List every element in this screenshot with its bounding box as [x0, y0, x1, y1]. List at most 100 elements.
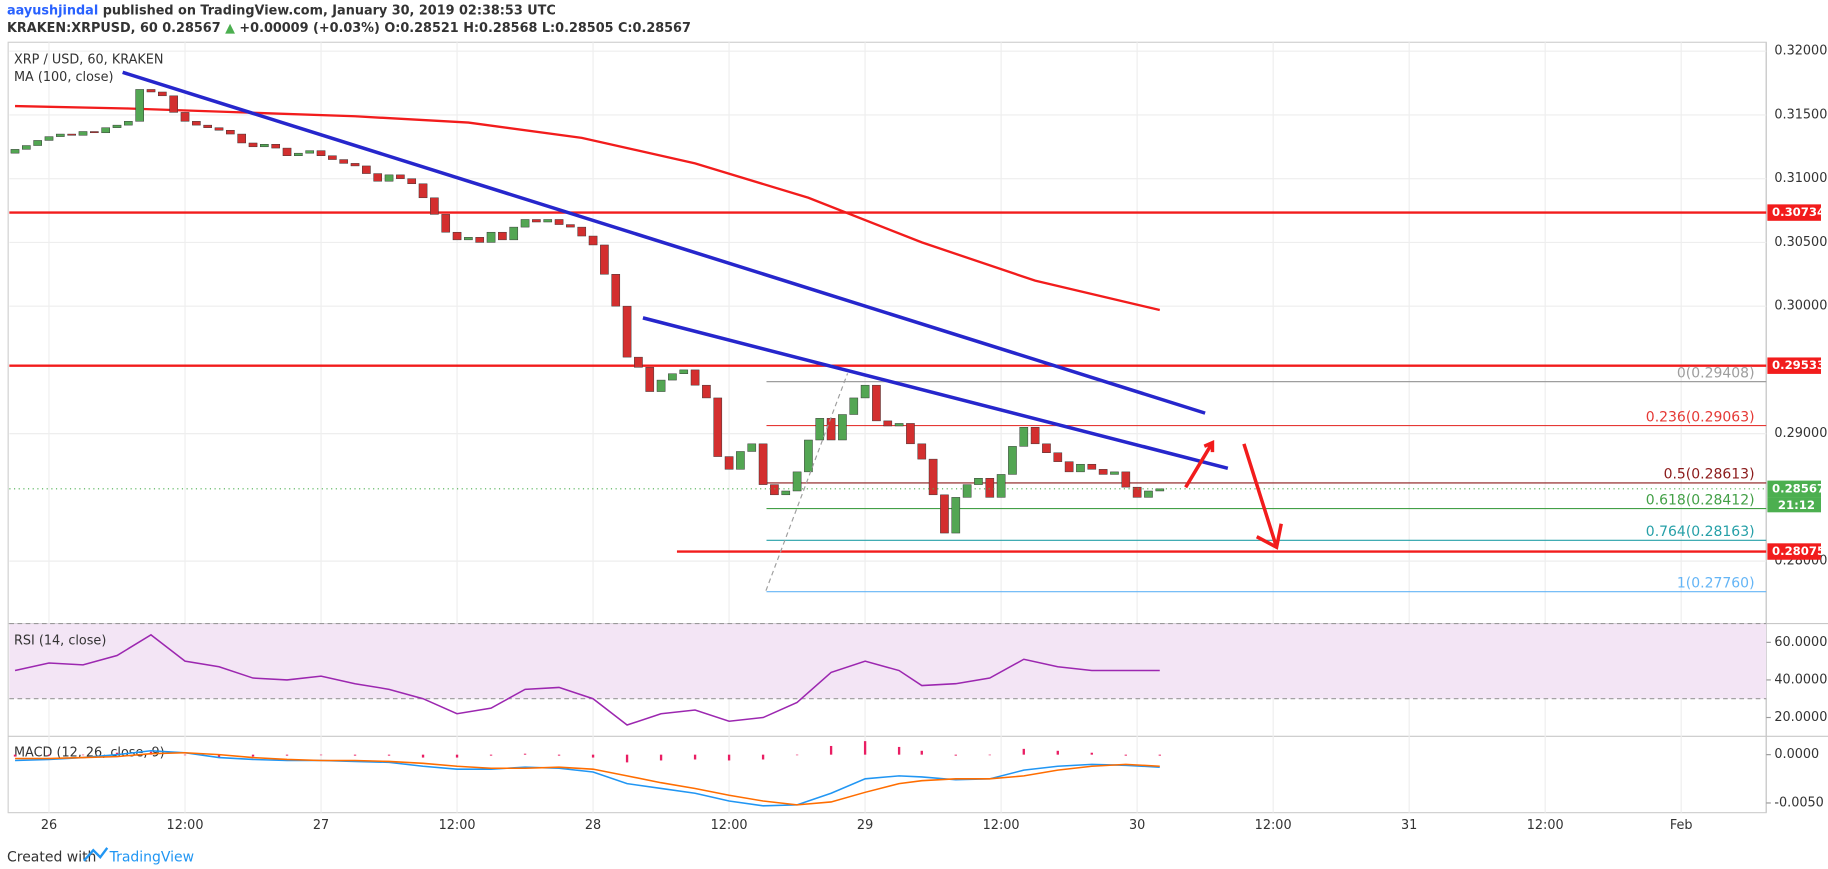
author[interactable]: aayushjindal — [7, 3, 98, 18]
annotation-arrow-up — [1184, 440, 1215, 489]
candle — [838, 414, 847, 441]
histogram-bar — [920, 750, 923, 755]
candle — [10, 149, 20, 154]
candle — [996, 474, 1006, 498]
candle — [588, 235, 598, 246]
candle — [328, 155, 337, 160]
y-tick-label: -0.0050 — [1774, 795, 1823, 810]
open: O:0.28521 — [384, 21, 458, 36]
change-arrow: ▲ — [225, 21, 235, 36]
candle — [112, 124, 122, 128]
candle — [78, 131, 88, 136]
candle — [237, 133, 247, 144]
histogram-bar — [1056, 750, 1059, 755]
x-tick-label: 28 — [585, 818, 601, 833]
plot-layer: 26 12:00 27 12:00 28 12:00 29 12:00 30 12:00 31 12:… — [9, 42, 1827, 833]
candle — [894, 423, 904, 427]
x-tick-label: 12:00 — [711, 818, 748, 833]
published: published on TradingView.com, January 30… — [103, 3, 556, 18]
candle — [826, 418, 836, 441]
histogram-bar — [829, 745, 833, 755]
candle — [690, 369, 700, 386]
price-label: 0.29533 — [1772, 358, 1825, 372]
histogram-bar — [319, 754, 323, 756]
legend-entry: MA (100, close) — [14, 70, 113, 85]
footer-brand[interactable]: TradingView — [109, 849, 194, 865]
trendline — [642, 316, 1229, 471]
candle — [917, 443, 927, 460]
moving-average — [15, 104, 1161, 312]
candle — [702, 384, 711, 399]
histogram-bar — [455, 754, 459, 758]
histogram-bar — [625, 754, 629, 763]
price-label-box — [1767, 204, 1822, 221]
candle — [656, 379, 666, 392]
price-label-box — [1767, 543, 1822, 560]
x-tick-label: 29 — [857, 818, 873, 833]
candle — [792, 471, 802, 492]
candle — [1030, 427, 1040, 445]
panel-title: XRP / USD, 60, KRAKEN — [14, 52, 163, 67]
histogram-bar — [988, 754, 991, 756]
x-tick-label: Feb — [1670, 818, 1693, 833]
candle — [271, 144, 281, 149]
candle — [248, 142, 258, 148]
candle — [1087, 463, 1097, 470]
candle — [543, 219, 553, 223]
candle — [407, 178, 417, 185]
candle — [1076, 463, 1085, 473]
y-tick-label: 0.29000 — [1774, 426, 1827, 441]
candle — [634, 356, 643, 368]
candle — [509, 226, 519, 241]
countdown-label: 21:12 — [1778, 498, 1815, 512]
y-tick-label: 0.0000 — [1774, 747, 1819, 762]
y-tick-label: 0.30500 — [1774, 235, 1827, 250]
fib-label: 0.5(0.28613) — [1664, 467, 1755, 483]
candle — [486, 231, 496, 243]
candle — [1019, 427, 1029, 447]
candle — [350, 163, 360, 167]
candle — [192, 121, 201, 126]
candle — [373, 173, 383, 182]
y-tick-label: 0.30000 — [1774, 299, 1827, 314]
candle — [441, 214, 451, 233]
x-tick-label: 27 — [313, 818, 329, 833]
candle — [1144, 490, 1153, 498]
histogram-bar — [285, 754, 289, 756]
candle — [33, 140, 42, 146]
candle — [928, 458, 938, 496]
close: C:0.28567 — [618, 21, 691, 36]
x-tick-label: 30 — [1129, 818, 1145, 833]
y-tick-label: 0.32000 — [1774, 44, 1827, 59]
last-price-box — [1767, 480, 1822, 498]
candle — [532, 219, 541, 223]
candle — [214, 127, 224, 131]
rsi-line — [14, 633, 1160, 726]
x-tick-label: 31 — [1401, 818, 1417, 833]
candle — [906, 423, 915, 445]
candle — [951, 497, 961, 534]
candle — [1132, 486, 1142, 498]
candle — [554, 219, 564, 225]
fib-label: 0.618(0.28412) — [1646, 492, 1755, 508]
candle — [872, 384, 881, 422]
candle — [475, 237, 485, 243]
histogram-bar — [387, 754, 391, 756]
candle — [203, 124, 212, 128]
last-price-label: 0.28567 — [1772, 481, 1825, 495]
candle — [384, 174, 394, 182]
candle — [679, 369, 689, 374]
histogram-bar — [1158, 754, 1161, 756]
y-tick-label: 0.31000 — [1774, 171, 1827, 186]
candle — [758, 443, 768, 485]
histogram-bar — [353, 754, 357, 756]
candle — [418, 183, 428, 199]
candle — [962, 484, 972, 498]
fib-label: 0.764(0.28163) — [1646, 524, 1755, 540]
symbol: KRAKEN:XRPUSD, 60 — [7, 21, 158, 36]
histogram-bar — [591, 754, 595, 758]
x-tick-label: 12:00 — [439, 818, 476, 833]
candle — [1098, 469, 1108, 475]
